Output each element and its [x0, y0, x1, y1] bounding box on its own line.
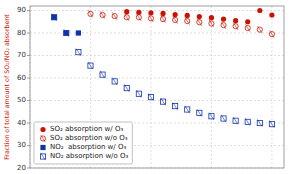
marker-slash	[270, 30, 275, 37]
grid-line-y	[30, 78, 284, 79]
grid-line-y	[30, 10, 284, 11]
marker-slash	[161, 98, 166, 105]
marker-slash	[197, 109, 202, 116]
marker-slash	[197, 19, 202, 26]
point	[245, 19, 250, 24]
legend-label: SO₂ absorption w/o O₃	[50, 134, 128, 142]
y-tick	[27, 100, 30, 101]
marker-slash	[185, 106, 190, 113]
marker-slash	[270, 120, 275, 127]
marker-slash	[221, 21, 226, 28]
marker-slash	[112, 78, 117, 85]
marker-slash	[124, 14, 129, 21]
marker-slash	[173, 102, 178, 109]
legend-label: NO₂ absorption w/o O₃	[50, 152, 128, 160]
grid-line-y	[30, 100, 284, 101]
marker-slash	[41, 135, 46, 142]
y-tick	[27, 123, 30, 124]
marker-slash	[233, 117, 238, 124]
grid-line-y	[30, 55, 284, 56]
marker-slash	[185, 17, 190, 24]
y-tick-label: 60	[17, 74, 26, 82]
marker-slash	[209, 20, 214, 27]
point	[233, 18, 238, 23]
marker-slash	[149, 93, 154, 100]
marker-slash	[149, 15, 154, 22]
marker-slash	[100, 11, 105, 18]
y-tick-label: 50	[17, 96, 26, 104]
y-tick	[27, 33, 30, 34]
point	[124, 9, 129, 14]
marker-slash	[88, 62, 93, 69]
point	[269, 12, 274, 17]
point	[173, 12, 178, 17]
marker-slash	[257, 26, 262, 33]
point	[76, 30, 81, 35]
y-axis-label: Fraction of total amount of SO₂/NO₂ abso…	[3, 14, 10, 160]
y-tick-label: 90	[17, 6, 26, 14]
marker-slash	[137, 14, 142, 21]
y-tick	[27, 78, 30, 79]
y-tick	[27, 55, 30, 56]
y-tick-label: 70	[17, 51, 26, 59]
marker-slash	[76, 48, 81, 55]
point	[160, 11, 165, 16]
marker-slash	[52, 14, 57, 21]
legend-symbol	[40, 145, 45, 150]
marker-slash	[124, 84, 129, 91]
y-axis: 20 30 40 50 60 70 80 90	[17, 6, 30, 172]
marker-slash	[233, 23, 238, 30]
marker-slash	[257, 119, 262, 126]
grid-line-x	[271, 6, 272, 168]
plot-area	[30, 6, 284, 168]
grid-line-x	[150, 6, 151, 168]
marker-slash	[161, 15, 166, 22]
legend-label: NO₂ absorption w/ O₃	[50, 143, 126, 151]
legend-label: SO₂ absorption w/ O₃	[50, 125, 123, 133]
marker-slash	[245, 24, 250, 31]
series	[88, 10, 275, 38]
y-tick	[27, 168, 30, 169]
marker-slash	[64, 29, 69, 36]
grid	[30, 6, 284, 168]
legend-symbol	[40, 127, 45, 132]
grid-line-x	[211, 6, 212, 168]
chart: 20 30 40 50 60 70 80 90 Fraction of total amount…	[0, 0, 290, 174]
point	[209, 15, 214, 20]
marker-slash	[209, 113, 214, 120]
marker-slash	[100, 71, 105, 78]
series	[52, 14, 275, 128]
y-tick-label: 20	[17, 164, 26, 172]
marker-slash	[245, 118, 250, 125]
marker-slash	[112, 12, 117, 19]
plot-frame	[30, 6, 284, 168]
point	[185, 13, 190, 18]
y-tick-label: 30	[17, 141, 26, 149]
point	[148, 10, 153, 15]
marks	[52, 8, 275, 128]
legend: SO₂ absorption w/ O₃SO₂ absorption w/o O…	[34, 122, 132, 164]
marker-slash	[41, 153, 46, 160]
marker-slash	[88, 10, 93, 17]
y-tick	[27, 145, 30, 146]
y-tick-label: 80	[17, 29, 26, 37]
marker-slash	[137, 90, 142, 97]
marker-slash	[173, 16, 178, 23]
point	[221, 16, 226, 21]
y-tick-label: 40	[17, 119, 26, 127]
marker-slash	[221, 115, 226, 122]
legend-box	[34, 122, 132, 164]
point	[257, 8, 262, 13]
point	[197, 14, 202, 19]
y-tick	[27, 10, 30, 11]
